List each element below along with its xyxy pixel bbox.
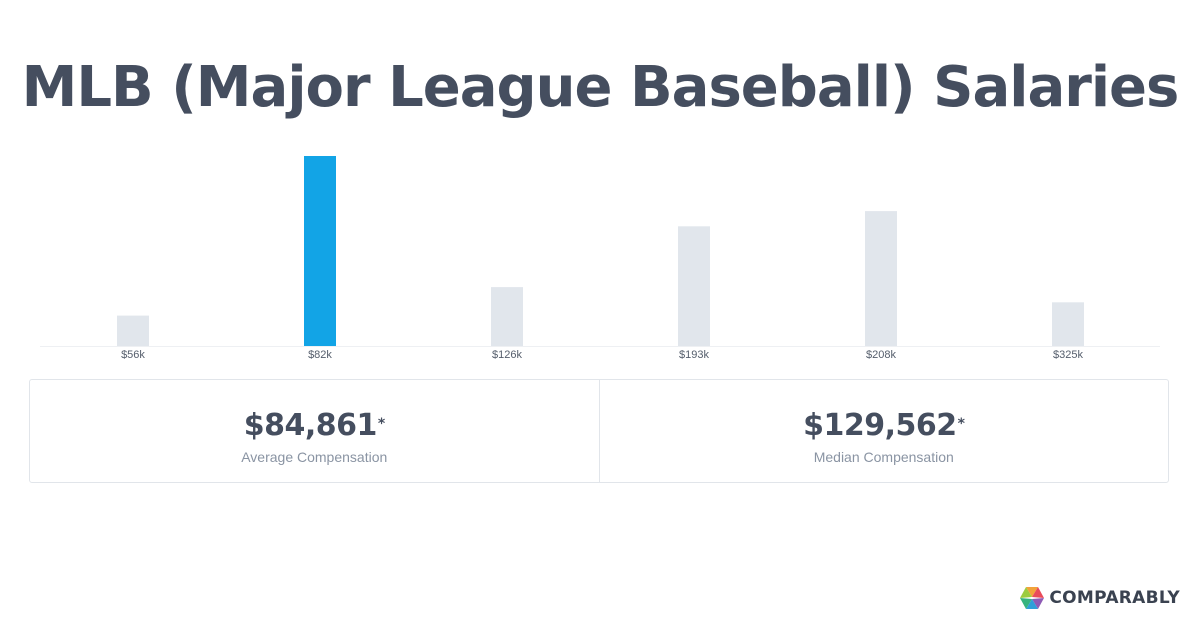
average-value-text: $84,861	[243, 408, 378, 443]
bar-56k[interactable]	[117, 315, 149, 346]
brand-name: COMPARABLY	[1049, 588, 1180, 608]
bar-82k[interactable]	[304, 156, 336, 346]
average-compensation-value: $84,861*	[30, 406, 599, 446]
average-compensation-card: $84,861* Average Compensation	[30, 380, 599, 482]
median-asterisk: *	[957, 416, 965, 432]
comparably-logo-icon	[1020, 587, 1045, 609]
bar-126k[interactable]	[491, 287, 523, 346]
median-compensation-label: Median Compensation	[813, 449, 954, 465]
average-compensation-label: Average Compensation	[241, 449, 388, 465]
tick-label: $193k	[679, 349, 709, 361]
tick-label: $126k	[492, 349, 522, 361]
tick-label: $208k	[866, 349, 896, 361]
stats-panel: $84,861* Average Compensation $129,562* …	[29, 379, 1169, 483]
page-title: MLB (Major League Baseball) Salaries	[21, 55, 1180, 120]
bar-208k[interactable]	[865, 211, 897, 346]
median-compensation-card: $129,562* Median Compensation	[598, 380, 1169, 482]
median-compensation-value: $129,562*	[600, 406, 1169, 446]
tick-label: $325k	[1053, 349, 1083, 361]
bar-193k[interactable]	[678, 226, 710, 346]
brand-logo[interactable]: COMPARABLY	[1019, 586, 1180, 610]
bar-325k[interactable]	[1052, 302, 1084, 346]
tick-label: $56k	[121, 349, 145, 361]
median-value-text: $129,562	[803, 408, 957, 443]
tick-label: $82k	[308, 349, 332, 361]
average-asterisk: *	[377, 416, 385, 432]
